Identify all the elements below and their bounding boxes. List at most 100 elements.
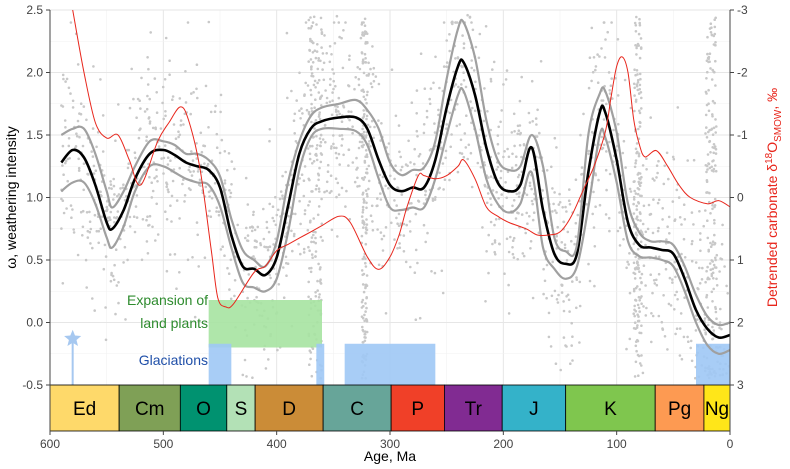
scatter-point xyxy=(518,144,522,147)
scatter-point xyxy=(309,93,313,97)
scatter-point xyxy=(662,294,665,297)
scatter-point xyxy=(690,242,694,246)
scatter-point xyxy=(543,279,547,283)
scatter-point xyxy=(661,218,664,221)
scatter-point xyxy=(274,195,277,199)
glaciation-band xyxy=(208,343,232,385)
scatter-point xyxy=(77,169,81,172)
scatter-point xyxy=(338,112,342,116)
scatter-point xyxy=(399,168,403,172)
scatter-point xyxy=(570,239,573,243)
scatter-point xyxy=(227,272,231,276)
scatter-point xyxy=(138,99,141,102)
scatter-point xyxy=(512,112,516,116)
scatter-point xyxy=(362,341,365,344)
scatter-point xyxy=(109,183,113,186)
scatter-point xyxy=(439,146,443,150)
scatter-point xyxy=(364,285,368,288)
scatter-point xyxy=(342,153,345,157)
scatter-point xyxy=(632,82,636,86)
scatter-point xyxy=(714,147,718,151)
scatter-point xyxy=(309,58,313,61)
scatter-point xyxy=(706,52,709,56)
scatter-point xyxy=(69,21,73,24)
scatter-point xyxy=(308,157,312,161)
period-d xyxy=(254,384,324,432)
scatter-point xyxy=(516,132,519,136)
scatter-point xyxy=(602,118,606,121)
scatter-point xyxy=(204,84,208,88)
scatter-point xyxy=(468,15,472,19)
scatter-point xyxy=(567,298,571,302)
scatter-point xyxy=(335,14,339,18)
scatter-point xyxy=(361,60,365,63)
scatter-point xyxy=(308,267,311,270)
scatter-point xyxy=(710,290,714,294)
scatter-point xyxy=(380,122,383,125)
scatter-point xyxy=(638,23,642,27)
scatter-point xyxy=(575,306,578,310)
scatter-point xyxy=(542,267,545,271)
scatter-point xyxy=(632,261,636,265)
scatter-point xyxy=(167,190,170,194)
scatter-point xyxy=(112,278,116,282)
scatter-point xyxy=(64,161,67,165)
scatter-point xyxy=(76,63,80,66)
scatter-point xyxy=(105,205,109,209)
scatter-point xyxy=(147,116,151,119)
scatter-point xyxy=(363,32,367,36)
scatter-point xyxy=(322,78,326,82)
scatter-point xyxy=(332,142,335,146)
scatter-point xyxy=(414,248,418,252)
scatter-point xyxy=(347,110,351,113)
scatter-point xyxy=(667,177,670,181)
scatter-point xyxy=(486,192,490,195)
scatter-point xyxy=(487,176,490,179)
scatter-point xyxy=(531,120,534,123)
scatter-point xyxy=(633,277,637,280)
scatter-point xyxy=(454,83,458,86)
scatter-point xyxy=(340,186,344,190)
scatter-point xyxy=(245,375,248,378)
scatter-point xyxy=(364,149,368,152)
scatter-point xyxy=(558,201,562,204)
scatter-point xyxy=(148,120,152,123)
scatter-point xyxy=(351,131,354,135)
scatter-point xyxy=(303,165,307,168)
scatter-point xyxy=(334,84,337,88)
scatter-point xyxy=(254,265,257,269)
scatter-point xyxy=(507,250,511,254)
scatter-point xyxy=(713,222,716,225)
scatter-point xyxy=(524,231,527,235)
scatter-point xyxy=(638,125,642,128)
scatter-point xyxy=(444,156,447,160)
scatter-point xyxy=(396,186,399,189)
scatter-point xyxy=(174,137,178,140)
scatter-point xyxy=(528,215,531,218)
scatter-point xyxy=(471,28,475,32)
scatter-point xyxy=(706,323,710,327)
scatter-point xyxy=(109,279,113,283)
scatter-point xyxy=(445,61,449,64)
scatter-point xyxy=(708,27,712,30)
scatter-point xyxy=(109,218,112,221)
scatter-point xyxy=(165,218,169,221)
scatter-point xyxy=(708,166,712,170)
scatter-point xyxy=(335,195,338,199)
scatter-point xyxy=(328,191,332,195)
scatter-point xyxy=(192,91,195,94)
scatter-point xyxy=(706,236,710,240)
scatter-point xyxy=(319,96,322,100)
scatter-point xyxy=(312,160,316,163)
period-cm xyxy=(118,384,181,432)
scatter-point xyxy=(707,250,710,253)
scatter-point xyxy=(309,270,313,274)
scatter-point xyxy=(462,155,466,159)
scatter-point xyxy=(680,357,684,361)
scatter-point xyxy=(653,179,656,182)
scatter-point xyxy=(195,221,199,224)
scatter-point xyxy=(64,80,67,83)
y-axis-title-right-mid: O xyxy=(764,142,780,153)
scatter-point xyxy=(622,139,626,143)
scatter-point xyxy=(208,195,211,198)
